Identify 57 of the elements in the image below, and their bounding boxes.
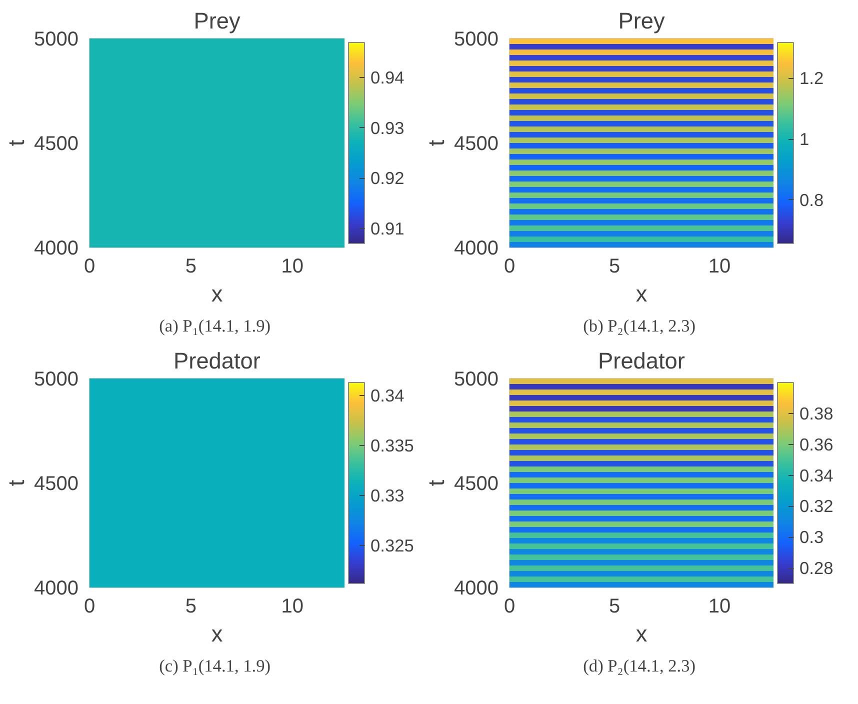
text: (d) P₂(14.1, 2.3) bbox=[583, 656, 696, 676]
x-tick-label: 10 bbox=[708, 256, 731, 278]
color-bar-label: 0.34 bbox=[800, 465, 834, 486]
color-bar-label: 0.33 bbox=[370, 486, 404, 506]
chart-title: Prey bbox=[618, 8, 666, 34]
x-tick-label: 0 bbox=[504, 596, 516, 618]
y-tick-label: 4500 bbox=[454, 133, 499, 155]
color-bar-label: 0.94 bbox=[370, 68, 405, 88]
y-tick-label: 4500 bbox=[454, 473, 499, 495]
color-bar-label: 0.38 bbox=[800, 403, 834, 424]
color-bar-label: 0.28 bbox=[800, 558, 834, 578]
color-bar-label: 0.8 bbox=[800, 190, 824, 210]
y-axis-title: t bbox=[3, 139, 30, 146]
color-bar-label: 0.92 bbox=[370, 168, 404, 188]
color-bar-label: 0.3 bbox=[800, 527, 824, 548]
color-bar-label: 1 bbox=[800, 129, 810, 150]
color-bar-label: 0.36 bbox=[800, 434, 834, 454]
text: (a) P₁(14.1, 1.9) bbox=[159, 316, 271, 336]
color-bar-label: 0.34 bbox=[370, 386, 405, 406]
x-tick-label: 0 bbox=[504, 256, 516, 278]
y-axis-title: t bbox=[3, 479, 30, 486]
color-bar-label: 0.32 bbox=[800, 496, 834, 516]
y-tick-label: 5000 bbox=[34, 368, 79, 390]
x-tick-label: 5 bbox=[185, 596, 196, 618]
y-axis-title: t bbox=[423, 139, 450, 146]
y-tick-label: 4000 bbox=[454, 238, 499, 260]
chart-title: Prey bbox=[194, 8, 241, 34]
x-axis-title: x bbox=[211, 280, 224, 306]
x-tick-label: 10 bbox=[281, 596, 304, 618]
color-bar-label: 0.335 bbox=[370, 436, 414, 456]
y-tick-label: 4000 bbox=[34, 578, 79, 600]
text: (c) P₁(14.1, 1.9) bbox=[159, 656, 271, 676]
x-axis-title: x bbox=[211, 620, 224, 646]
y-tick-label: 5000 bbox=[454, 368, 499, 390]
text: (b) P₂(14.1, 2.3) bbox=[583, 316, 696, 336]
y-tick-label: 4000 bbox=[34, 238, 79, 260]
y-tick-label: 5000 bbox=[34, 28, 79, 50]
x-axis-title: x bbox=[636, 280, 648, 306]
x-tick-label: 10 bbox=[281, 256, 304, 278]
y-tick-label: 5000 bbox=[454, 28, 499, 50]
color-bar-label: 0.93 bbox=[370, 118, 404, 138]
x-tick-label: 0 bbox=[84, 596, 96, 618]
color-bar-label: 1.2 bbox=[800, 68, 824, 88]
x-tick-label: 10 bbox=[708, 596, 731, 618]
x-axis-title: x bbox=[636, 620, 648, 646]
y-tick-label: 4000 bbox=[454, 578, 499, 600]
x-tick-label: 5 bbox=[608, 596, 620, 618]
y-tick-label: 4500 bbox=[34, 133, 79, 155]
y-axis-title: t bbox=[423, 479, 450, 486]
color-bar-label: 0.91 bbox=[370, 218, 404, 238]
x-tick-label: 5 bbox=[608, 256, 620, 278]
color-bar-label: 0.325 bbox=[370, 536, 414, 556]
y-tick-label: 4500 bbox=[34, 473, 79, 495]
chart-title: Predator bbox=[174, 348, 261, 374]
x-tick-label: 0 bbox=[84, 256, 96, 278]
x-tick-label: 5 bbox=[185, 256, 196, 278]
chart-title: Predator bbox=[598, 348, 686, 374]
